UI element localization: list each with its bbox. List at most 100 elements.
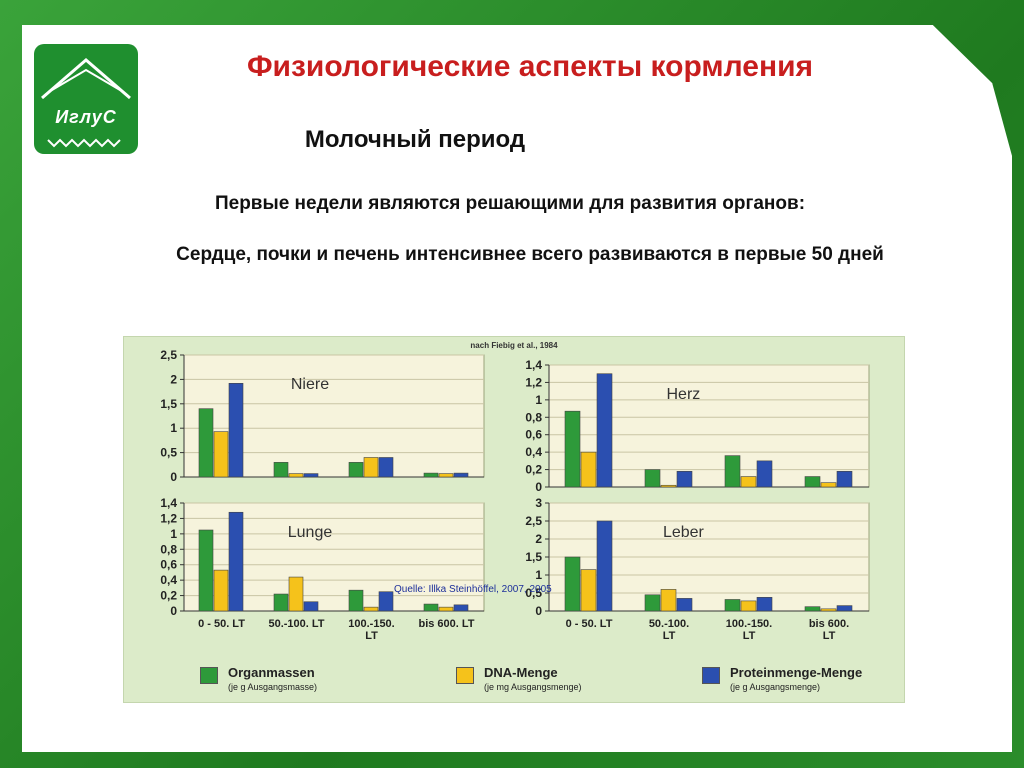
y-tick-label: 2,5 [525,514,542,528]
y-tick-label: 0 [535,604,542,618]
bar-organmassen [724,599,741,612]
bar-dna-menge [580,569,597,612]
y-tick-label: 0 [535,480,542,494]
bar-proteinmenge-menge [228,511,244,612]
bar-organmassen [198,529,214,612]
legend-label: Organmassen [228,665,315,680]
y-tick-label: 3 [535,496,542,510]
x-tick-label: 100.-150. [726,618,772,630]
legend-swatch [456,667,474,684]
chart-title: Niere [291,376,329,393]
bar-proteinmenge-menge [228,383,244,478]
bar-dna-menge [288,473,304,478]
x-tick-label: bis 600. [809,618,849,630]
bar-organmassen [273,593,289,612]
bar-dna-menge [363,606,379,612]
bar-proteinmenge-menge [836,605,853,612]
bar-organmassen [724,455,741,488]
bar-dna-menge [438,606,454,612]
charts-svg: 00,511,522,5Niere00,20,40,60,811,21,4Her… [160,348,870,642]
y-tick-label: 1 [535,393,542,407]
organ-development-figure: nach Fiebig et al., 1984 0 0,5 1 1,5 2 2,5 Nie… [123,336,905,703]
bar-dna-menge [288,576,304,612]
y-tick-label: 1,2 [160,511,177,525]
bar-dna-menge [820,608,837,612]
y-tick-label: 1,5 [525,550,542,564]
x-tick-label: LT [743,630,756,642]
bar-proteinmenge-menge [676,471,693,488]
y-tick-label: 0,5 [525,586,542,600]
legend-sublabel: (je g Ausgangsmenge) [730,682,821,692]
bar-proteinmenge-menge [303,601,319,612]
bar-proteinmenge-menge [378,457,394,478]
bar-proteinmenge-menge [453,472,469,478]
bar-organmassen [564,556,581,612]
bar-organmassen [804,476,821,488]
bar-dna-menge [740,600,757,612]
x-tick-label: 50.-100. LT [268,618,324,630]
bar-dna-menge [213,569,229,612]
y-tick-label: 1 [170,421,177,435]
bar-organmassen [564,410,581,488]
bar-proteinmenge-menge [676,598,693,612]
y-tick-label: 0,2 [525,463,542,477]
statement-line-2: Сердце, почки и печень интенсивнее всего… [176,244,884,265]
slide-subtitle: Молочный период [304,126,526,153]
y-tick-label: 0,2 [160,589,177,603]
figure-quelle: Quelle: Illka Steinhöffel, 2007, 2005 [394,584,552,595]
x-tick-label: 100.-150. [348,618,394,630]
bar-dna-menge [660,484,677,488]
y-tick-label: 1 [535,568,542,582]
y-tick-label: 2 [535,532,542,546]
x-tick-label: LT [663,630,676,642]
bar-dna-menge [740,476,757,488]
bar-proteinmenge-menge [453,604,469,612]
legend-sublabel: (je g Ausgangsmasse) [228,682,318,692]
x-tick-label: LT [365,630,378,642]
y-tick-label: 1,2 [525,375,542,389]
y-tick-label: 2,5 [160,348,177,362]
x-tick-label: 50.-100. [649,618,689,630]
bar-organmassen [423,603,439,612]
bar-organmassen [273,462,289,478]
bar-proteinmenge-menge [596,373,613,488]
legend-label: Proteinmenge-Menge [730,665,863,680]
y-tick-label: 2 [170,372,177,386]
bar-dna-menge [580,451,597,488]
bar-proteinmenge-menge [756,460,773,488]
statement-line-1: Первые недели являются решающими для раз… [214,193,806,214]
legend-sublabel: (je mg Ausgangsmenge) [484,682,582,692]
bar-proteinmenge-menge [378,591,394,612]
company-logo: ИглуС [34,44,138,154]
chart-title: Herz [667,386,701,403]
logo-house-icon [41,58,131,148]
y-tick-label: 0,8 [525,410,542,424]
bar-proteinmenge-menge [836,471,853,488]
bar-proteinmenge-menge [303,473,319,478]
y-tick-label: 1,4 [525,358,542,372]
y-tick-label: 1 [170,527,177,541]
y-tick-label: 0,6 [525,428,542,442]
legend-swatch [702,667,720,684]
bar-organmassen [804,606,821,612]
x-tick-label: 0 - 50. LT [198,618,245,630]
y-tick-label: 0,4 [525,445,542,459]
bar-proteinmenge-menge [596,520,613,612]
bar-proteinmenge-menge [756,597,773,612]
bar-dna-menge [213,431,229,478]
y-tick-label: 0 [170,470,177,484]
figure-source-top: nach Fiebig et al., 1984 [470,341,558,350]
slide-title: Физиологические аспекты кормления [246,50,814,83]
y-tick-label: 0,4 [160,573,177,587]
bar-dna-menge [438,473,454,478]
bar-organmassen [644,469,661,488]
y-tick-label: 0,5 [160,446,177,460]
y-tick-label: 0,6 [160,558,177,572]
chart-title: Lunge [288,524,333,541]
y-tick-label: 1,5 [160,397,177,411]
chart-title: Leber [663,524,705,541]
bar-dna-menge [660,589,677,612]
legend-swatch [200,667,218,684]
x-tick-label: LT [823,630,836,642]
bar-organmassen [198,408,214,478]
